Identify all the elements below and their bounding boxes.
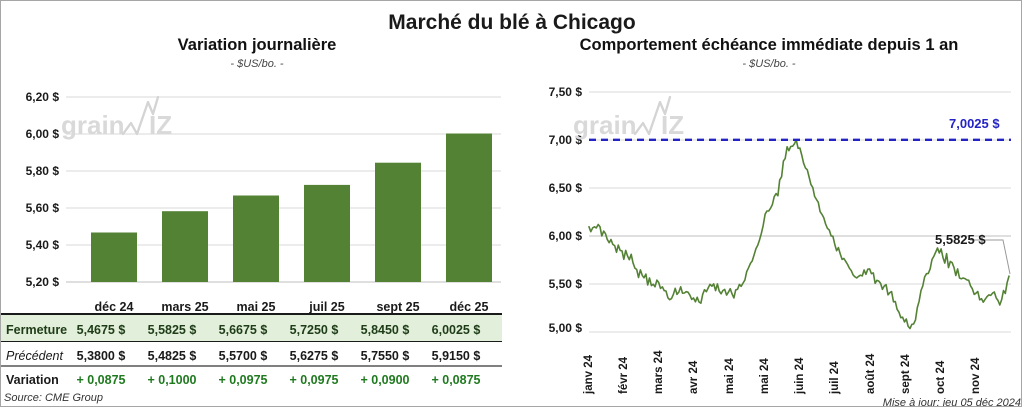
- svg-text:févr 24: févr 24: [618, 356, 630, 394]
- svg-text:5,6675 $: 5,6675 $: [219, 323, 268, 337]
- svg-text:Variation: Variation: [6, 373, 59, 387]
- svg-text:mars 25: mars 25: [161, 300, 208, 314]
- svg-text:5,5700 $: 5,5700 $: [219, 349, 268, 363]
- svg-text:janv 24: janv 24: [583, 354, 595, 395]
- svg-text:Fermeture: Fermeture: [6, 323, 67, 337]
- svg-text:mai 24: mai 24: [724, 358, 736, 394]
- svg-text:Précédent: Précédent: [6, 349, 64, 363]
- svg-text:nov 24: nov 24: [970, 357, 982, 394]
- svg-text:5,80 $: 5,80 $: [26, 164, 60, 178]
- svg-text:août 24: août 24: [865, 353, 877, 394]
- svg-text:+ 0,0975: + 0,0975: [218, 373, 267, 387]
- svg-text:+ 0,1000: + 0,1000: [147, 373, 196, 387]
- svg-text:+ 0,0875: + 0,0875: [76, 373, 125, 387]
- svg-text:oct 24: oct 24: [935, 360, 947, 394]
- svg-text:mars 24: mars 24: [653, 350, 665, 394]
- svg-text:6,20 $: 6,20 $: [26, 90, 60, 104]
- svg-text:5,60 $: 5,60 $: [26, 201, 60, 215]
- svg-text:avr 24: avr 24: [688, 360, 700, 394]
- svg-text:5,8450 $: 5,8450 $: [361, 323, 410, 337]
- svg-text:grain: grain: [61, 110, 125, 140]
- svg-text:5,3800 $: 5,3800 $: [77, 349, 126, 363]
- svg-text:juil 25: juil 25: [308, 300, 344, 314]
- svg-text:5,4825 $: 5,4825 $: [148, 349, 197, 363]
- svg-text:IZ: IZ: [149, 110, 172, 140]
- svg-text:juil 24: juil 24: [829, 361, 841, 395]
- svg-text:5,7250 $: 5,7250 $: [290, 323, 339, 337]
- svg-text:5,4675 $: 5,4675 $: [77, 323, 126, 337]
- svg-text:5,40 $: 5,40 $: [26, 238, 60, 252]
- svg-text:5,6275 $: 5,6275 $: [290, 349, 339, 363]
- svg-text:5,9150 $: 5,9150 $: [432, 349, 481, 363]
- svg-text:déc 24: déc 24: [95, 300, 134, 314]
- svg-text:5,5825 $: 5,5825 $: [935, 232, 986, 247]
- svg-text:+ 0,0900: + 0,0900: [360, 373, 409, 387]
- svg-text:mai 25: mai 25: [237, 300, 276, 314]
- svg-text:déc 25: déc 25: [450, 300, 489, 314]
- svg-text:sept 24: sept 24: [900, 354, 912, 394]
- svg-text:juin 24: juin 24: [794, 357, 806, 395]
- svg-text:+ 0,0875: + 0,0875: [431, 373, 480, 387]
- svg-text:5,20 $: 5,20 $: [26, 275, 60, 289]
- svg-text:mai 24: mai 24: [759, 358, 771, 394]
- svg-text:+ 0,0975: + 0,0975: [289, 373, 338, 387]
- svg-text:6,00 $: 6,00 $: [26, 127, 60, 141]
- svg-text:5,7550 $: 5,7550 $: [361, 349, 410, 363]
- svg-text:6,0025 $: 6,0025 $: [432, 323, 481, 337]
- svg-text:5,5825 $: 5,5825 $: [148, 323, 197, 337]
- svg-text:sept 25: sept 25: [376, 300, 419, 314]
